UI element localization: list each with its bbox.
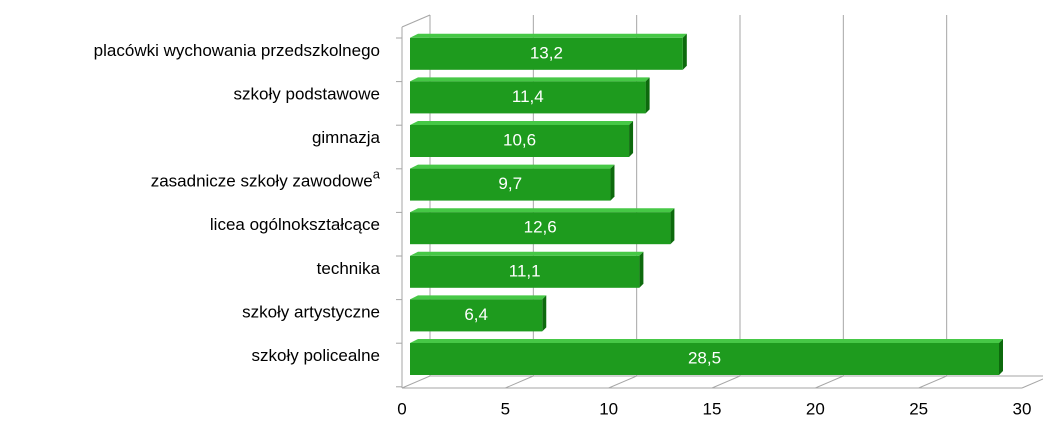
x-tick [608, 375, 637, 389]
bar-side [670, 208, 675, 245]
category-text: technika [317, 259, 381, 278]
category-label: szkoły artystyczne [242, 303, 380, 322]
category-label: szkoły podstawowe [234, 85, 380, 104]
bar [410, 295, 547, 332]
bar-top [410, 251, 644, 256]
x-tick-label: 0 [397, 399, 406, 418]
category-superscript: a [373, 167, 381, 182]
bar-top [410, 339, 1003, 343]
bar-top [410, 208, 675, 213]
category-label: technika [317, 259, 381, 278]
category-label: szkoły policealne [251, 346, 380, 365]
value-label: 9,7 [498, 174, 522, 193]
value-label: 12,6 [524, 218, 557, 237]
category-text: licea ogólnokształcące [210, 216, 380, 235]
bar-side [639, 251, 644, 288]
value-label: 6,4 [464, 305, 488, 324]
bar [410, 33, 687, 70]
value-label: 11,1 [509, 261, 541, 280]
bar-side [645, 77, 650, 114]
bar-top [410, 295, 547, 300]
x-tick-label: 5 [501, 399, 510, 418]
wall-edge [401, 14, 431, 28]
category-text: placówki wychowania przedszkolnego [94, 41, 380, 60]
x-tick [918, 375, 947, 389]
value-label: 28,5 [688, 348, 721, 367]
category-label: placówki wychowania przedszkolnego [94, 41, 380, 60]
bar [410, 208, 675, 245]
bar-top [410, 33, 687, 38]
x-tick-label: 30 [1013, 399, 1032, 418]
bar [410, 121, 634, 157]
x-tick [815, 375, 844, 389]
bar-face [410, 212, 671, 245]
bar [410, 251, 644, 288]
bar-side [999, 339, 1003, 375]
category-label: licea ogólnokształcące [210, 216, 380, 235]
x-tick-label: 25 [909, 399, 928, 418]
x-tick-label: 15 [703, 399, 722, 418]
bar-face [410, 168, 611, 201]
bar-top [410, 164, 615, 169]
category-text: szkoły policealne [251, 346, 380, 365]
category-text: szkoły artystyczne [242, 303, 380, 322]
category-label: gimnazja [312, 128, 381, 147]
bar-face [410, 37, 683, 70]
value-label: 10,6 [503, 130, 536, 149]
bar-side [682, 33, 687, 70]
category-label: zasadnicze szkoły zawodowea [151, 167, 381, 191]
x-tick [1021, 378, 1043, 389]
bar-side [629, 121, 634, 157]
value-label: 13,2 [530, 43, 563, 62]
bar-face [410, 81, 646, 114]
value-label: 11,4 [512, 87, 544, 106]
bar-face [410, 343, 999, 375]
bar [410, 339, 1003, 375]
bar-face [410, 255, 640, 288]
category-text: zasadnicze szkoły zawodowe [151, 172, 373, 191]
bar [410, 77, 650, 114]
bar-face [410, 299, 543, 332]
x-tick [401, 375, 431, 389]
x-tick-label: 10 [599, 399, 618, 418]
category-text: gimnazja [312, 128, 381, 147]
bar-side [542, 295, 547, 332]
x-tick [505, 375, 534, 389]
x-tick-label: 20 [806, 399, 825, 418]
category-text: szkoły podstawowe [234, 85, 380, 104]
bar-top [410, 121, 634, 125]
bar [410, 164, 615, 201]
bar-side [610, 164, 615, 201]
bar-face [410, 125, 630, 157]
x-tick [711, 375, 741, 389]
bar-top [410, 77, 650, 82]
